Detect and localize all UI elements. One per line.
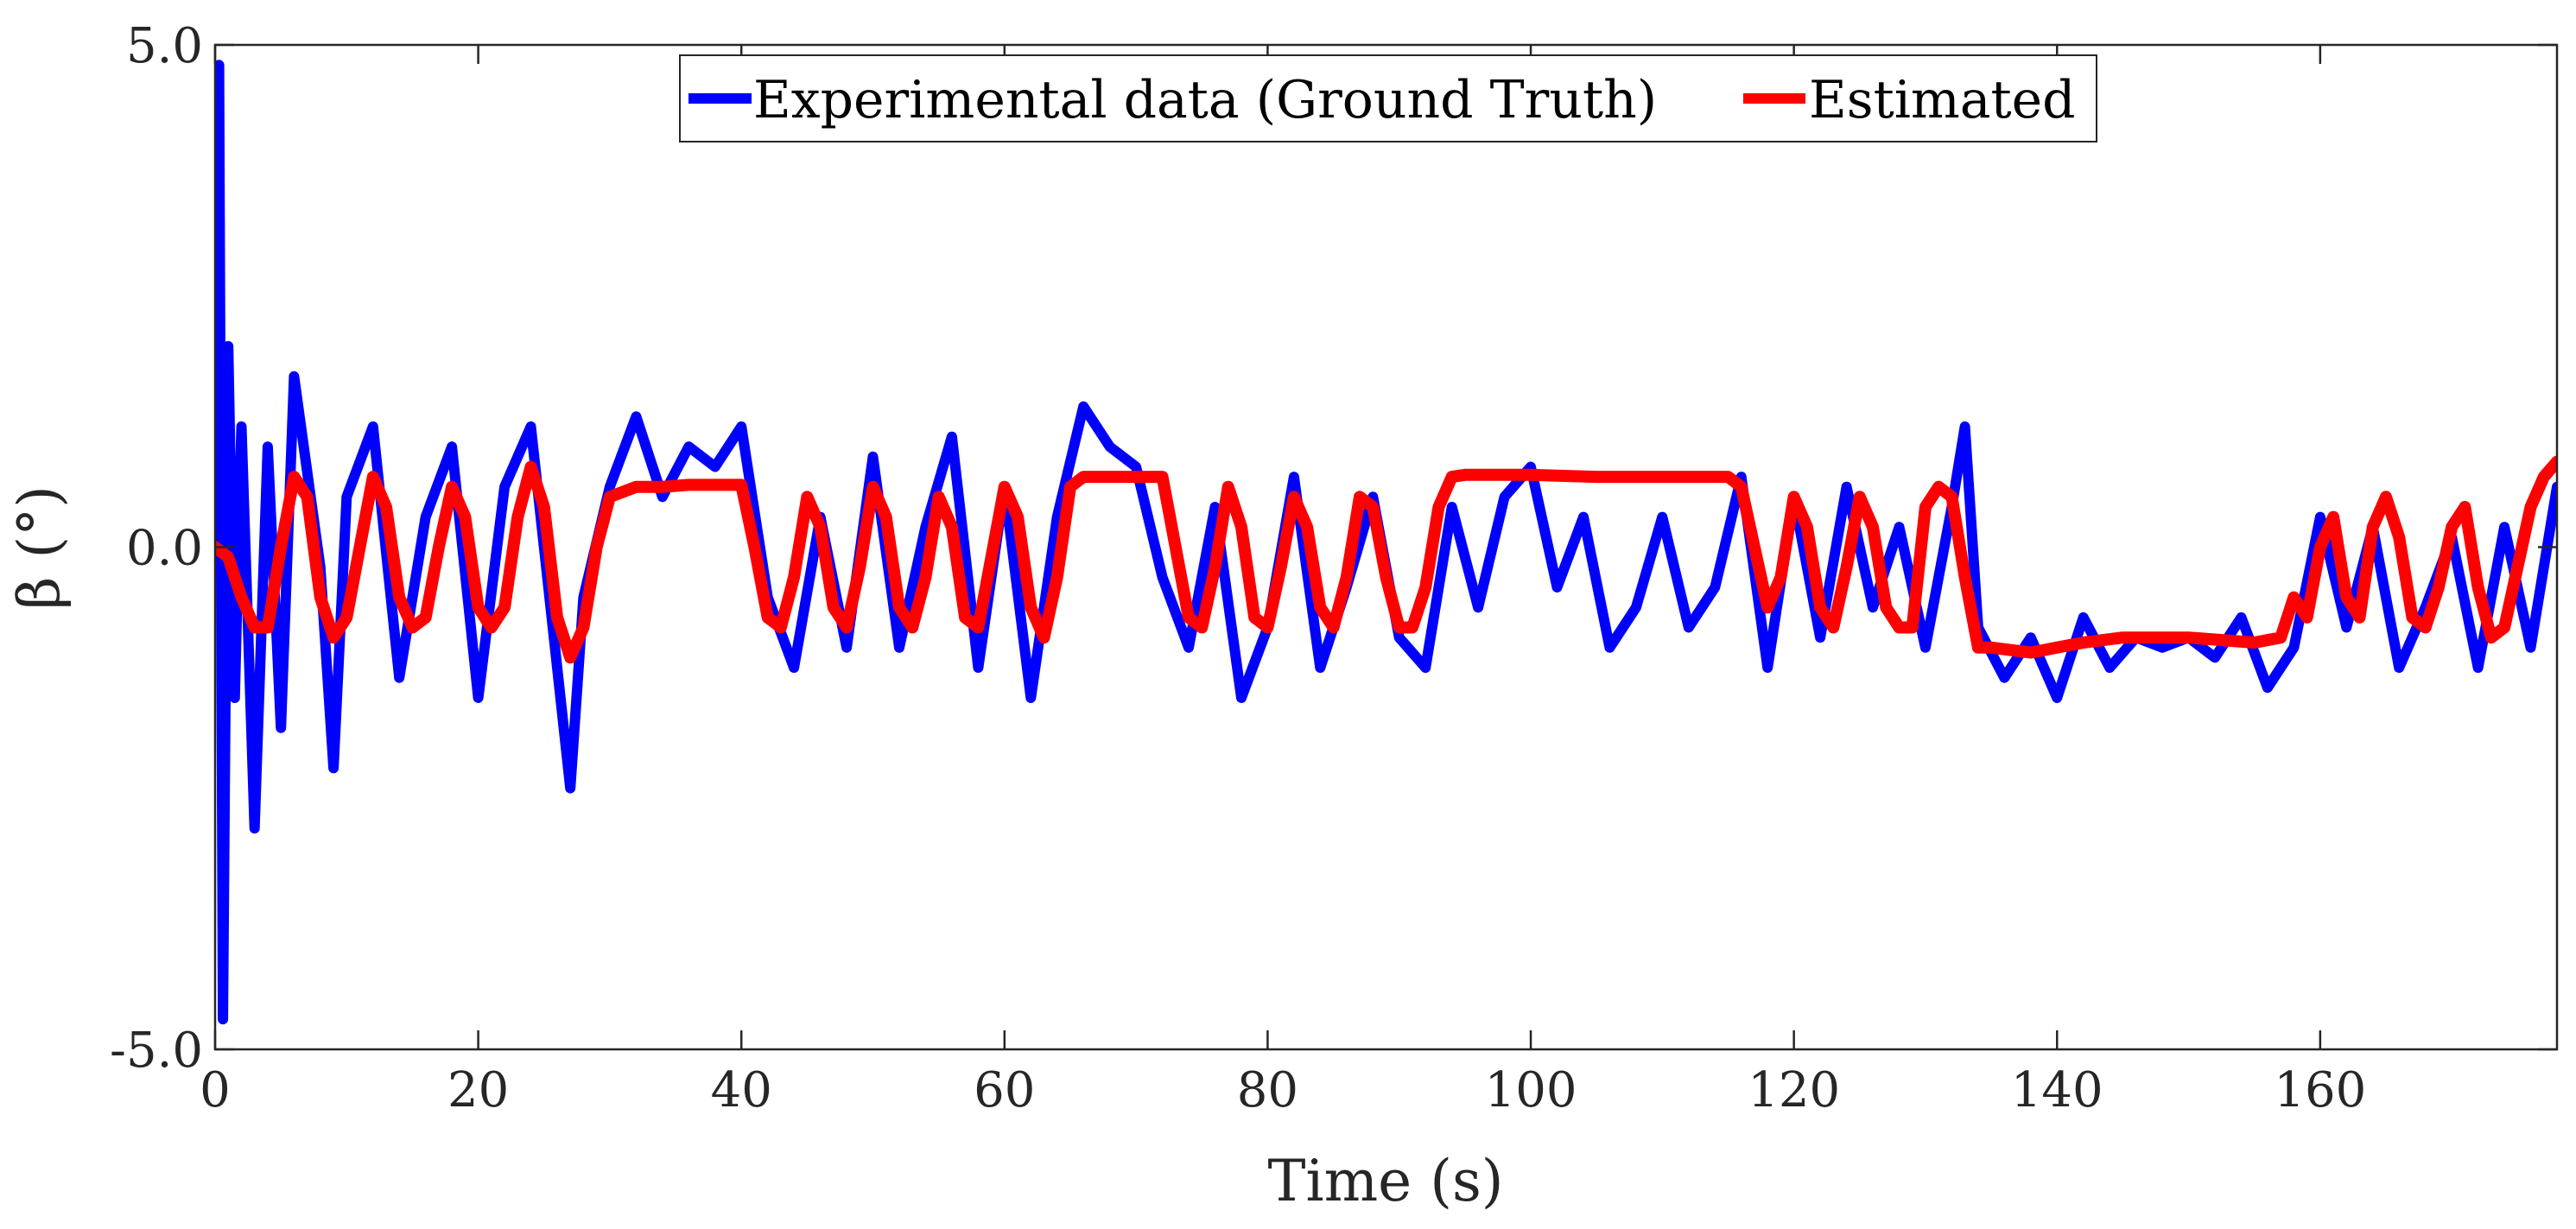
x-tick-label: 140	[2011, 1062, 2103, 1118]
series-line-estimated	[215, 455, 2557, 664]
x-tick-label: 40	[711, 1062, 772, 1118]
x-tick-label: 0	[200, 1062, 231, 1118]
x-tick-label: 160	[2274, 1062, 2366, 1118]
x-axis: 0 20 40 60 80 100 120 140 160	[200, 45, 2366, 1118]
x-tick-label: 80	[1237, 1062, 1298, 1118]
legend: Experimental data (Ground Truth) Estimat…	[679, 54, 2097, 143]
x-tick-label: 20	[447, 1062, 509, 1118]
x-tick-label: 60	[974, 1062, 1035, 1118]
y-axis-title: β (°)	[6, 485, 73, 610]
x-tick-label: 120	[1748, 1062, 1840, 1118]
y-tick-label: 0.0	[126, 521, 203, 577]
legend-box	[679, 54, 2097, 143]
y-axis: -5.0 0.0 5.0	[110, 18, 2557, 1079]
y-tick-label: -5.0	[110, 1023, 203, 1079]
y-tick-label: 5.0	[126, 18, 203, 74]
x-axis-title: Time (s)	[1267, 1148, 1503, 1214]
series-layer	[215, 60, 2557, 1025]
legend-label-experimental: Experimental data (Ground Truth)	[753, 70, 1657, 130]
x-tick-label: 100	[1485, 1062, 1577, 1118]
legend-label-estimated: Estimated	[1809, 70, 2076, 130]
series-line-experimental	[215, 60, 2557, 1025]
